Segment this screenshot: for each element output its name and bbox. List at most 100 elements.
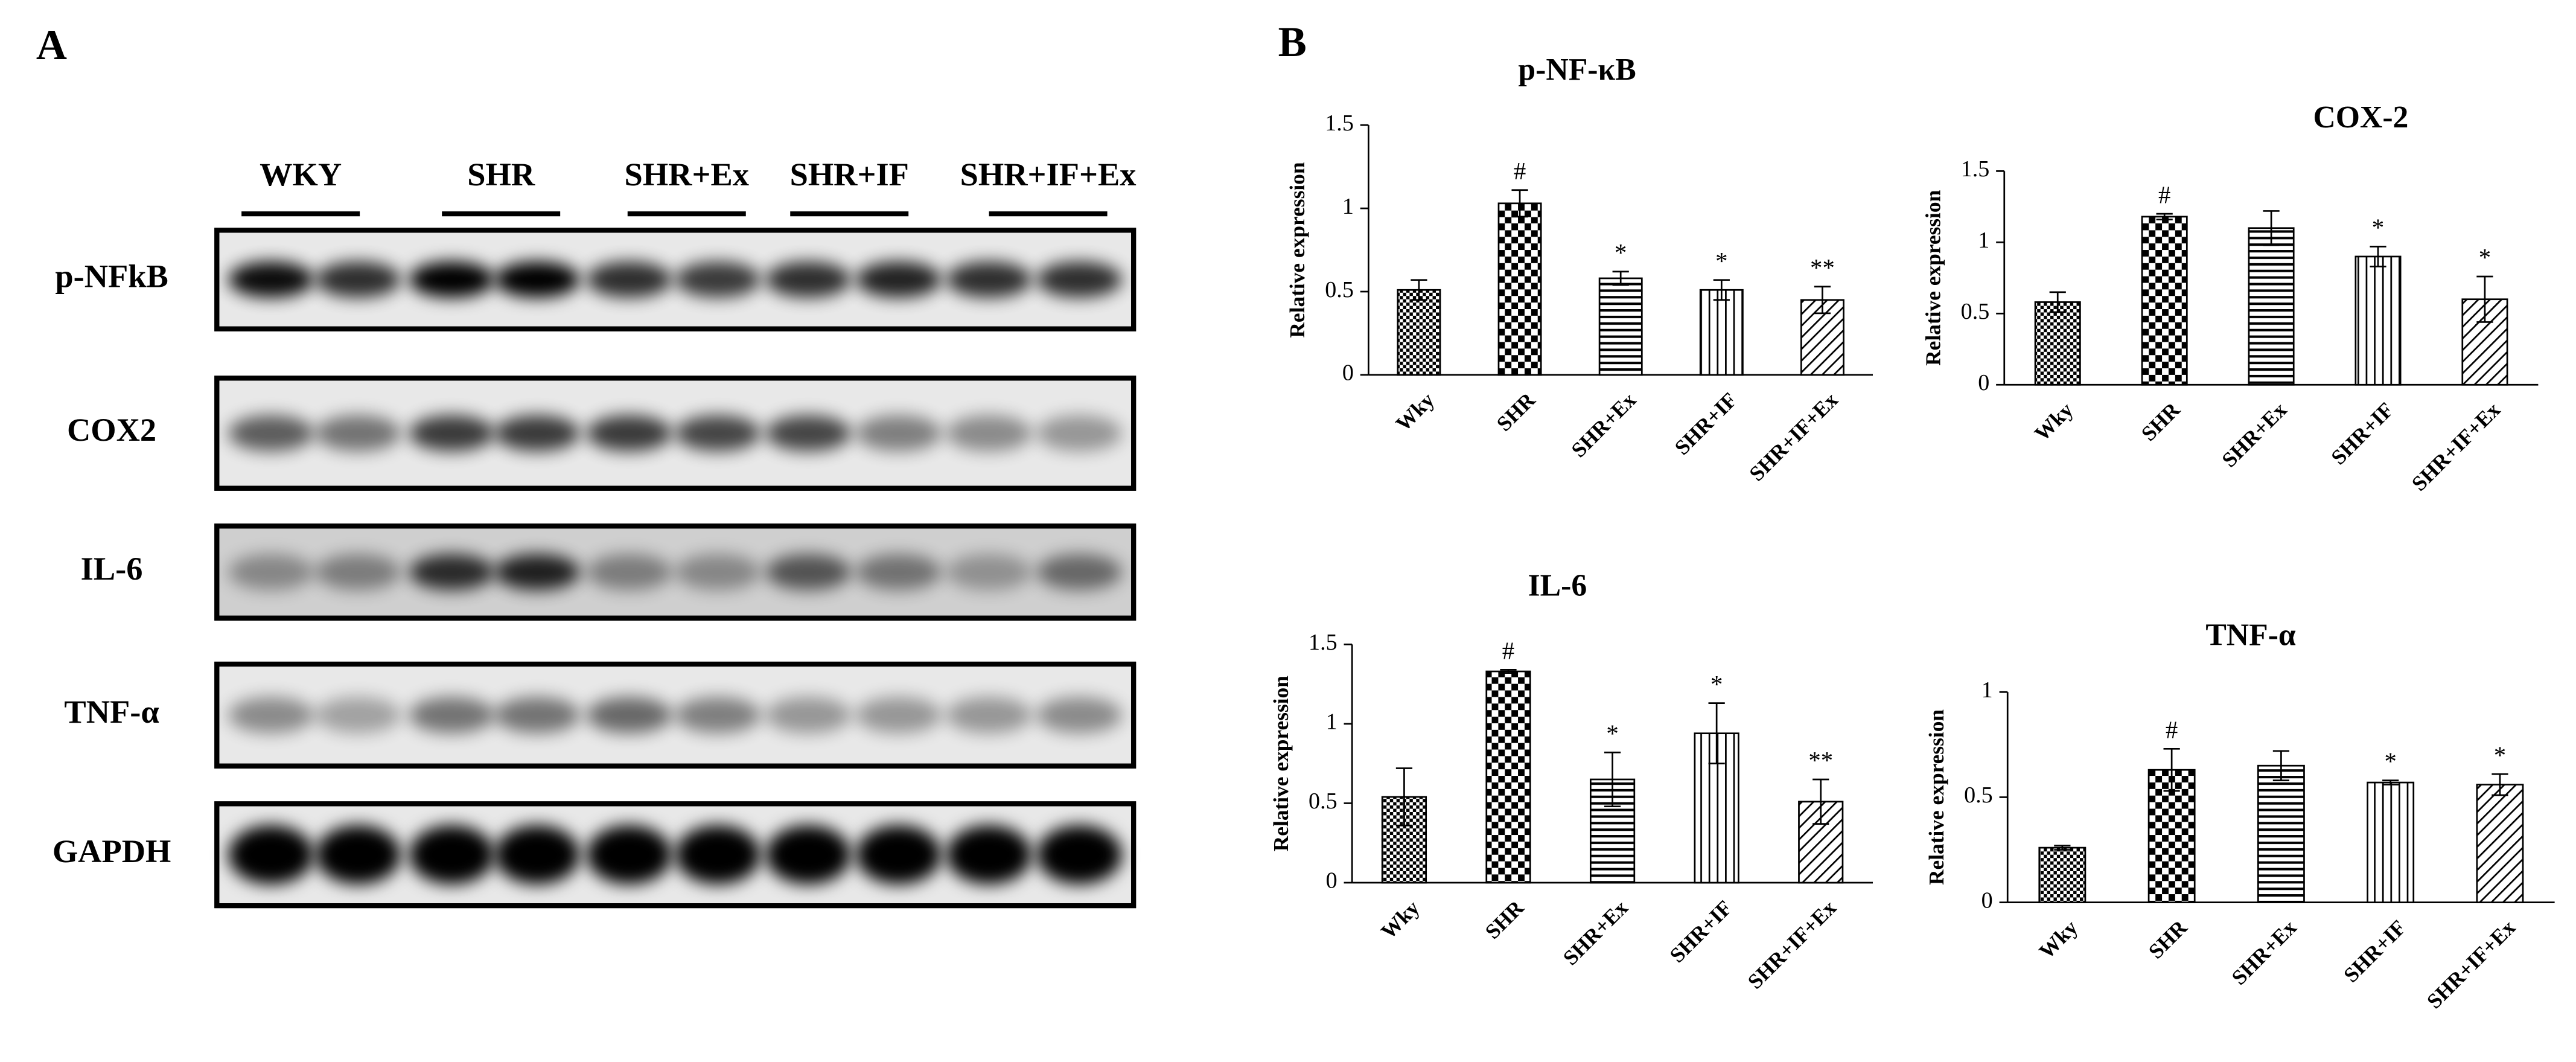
blot-band [409,261,495,298]
significance-mark: ** [1808,747,1833,774]
lane-group-label: SHR [467,156,535,193]
x-tick-label: Wky [1391,388,1439,436]
error-bar [2163,747,2180,792]
blot-band [856,697,942,734]
significance-mark: * [2479,244,2491,271]
error-bar [2049,291,2066,313]
blot-band [1036,261,1123,298]
blot-band [765,415,851,452]
y-tick-label: 1 [1326,709,1337,735]
y-tick-label: 1 [1342,194,1354,219]
bar [2141,216,2188,386]
y-tick-label: 0.5 [1325,277,1354,302]
blot-band [315,554,401,590]
bar [2038,846,2087,904]
blot-band [765,697,851,734]
blot-band [409,697,495,734]
blot-frame [214,228,1137,331]
blot-row-label: IL-6 [81,550,143,587]
blot-band [228,261,314,298]
error-bar [2370,246,2386,267]
significance-mark: * [2372,214,2384,242]
bar [2248,227,2295,386]
blot-band [856,261,942,298]
blot-band [856,825,942,884]
blot-band [675,697,761,734]
error-bar [1500,669,1517,674]
blot-band [675,554,761,590]
bar [2476,784,2524,904]
x-tick-label: SHR+Ex [2227,915,2301,990]
x-tick-label: SHR+Ex [2217,397,2291,472]
blot-row-label: TNF-α [64,693,159,730]
lane-group-label: SHR+IF [790,156,909,193]
blot-band [586,415,672,452]
error-bar [2054,845,2071,851]
chart-title: TNF-α [2205,618,2296,652]
panel-label: B [1278,19,1307,66]
error-bar [2476,275,2493,323]
blot-frame [214,801,1137,909]
blot-band [409,415,495,452]
significance-mark: # [2158,181,2170,208]
blot-band [586,825,672,884]
chart-title: IL-6 [1528,569,1587,603]
significance-mark: * [1710,671,1723,698]
y-axis-label: Relative expression [1269,676,1293,851]
blot-band [1036,415,1123,452]
x-tick-label: SHR+IF+Ex [2422,915,2520,1014]
y-tick-label: 0 [1978,370,1989,395]
significance-mark: # [2166,716,2178,743]
error-bar [2156,213,2173,220]
significance-mark: * [1615,239,1627,266]
blot-band [765,261,851,298]
x-tick-label: SHR+IF [2339,915,2411,987]
bar [1497,202,1542,376]
bar [1699,289,1744,376]
blot-band [946,825,1032,884]
significance-mark: * [1715,248,1727,275]
blot-row-label: p-NFkB [55,258,168,295]
significance-mark: # [1514,158,1526,185]
blot-band [228,415,314,452]
y-tick-label: 1.5 [1309,630,1337,655]
blot-band [586,697,672,734]
lane-group-label: SHR+IF+Ex [960,156,1137,193]
blot-band [675,261,761,298]
blot-band [228,697,314,734]
x-tick-label: SHR+IF [2326,397,2398,469]
significance-mark: * [1606,720,1618,747]
blot-band [1036,697,1123,734]
x-tick-label: SHR [1492,388,1540,436]
x-tick-label: Wky [2034,915,2082,964]
x-tick-label: Wky [1376,895,1424,944]
blot-band [409,554,495,590]
blot-band [946,697,1032,734]
y-axis-label: Relative expression [1924,709,1948,885]
error-bar [1511,189,1528,218]
x-tick-label: SHR+IF+Ex [1744,388,1843,486]
x-tick-label: Wky [2030,397,2078,446]
lane-group-label: SHR+Ex [625,156,749,193]
blot-band [1036,554,1123,590]
y-axis-label: Relative expression [1285,162,1309,337]
lane-group-label: WKY [260,156,342,193]
x-tick-label: SHR+IF [1665,895,1736,967]
error-bar [1395,767,1413,827]
blot-band [856,554,942,590]
bar [1598,277,1643,376]
x-tick-label: SHR+IF [1670,388,1742,459]
error-bar [2492,773,2508,796]
significance-mark: * [2384,748,2396,775]
bar [2147,769,2196,904]
blot-band [315,697,401,734]
y-tick-label: 1 [1978,228,1989,253]
error-bar [2382,779,2399,785]
blot-row-label: COX2 [67,411,156,448]
blot-band [586,554,672,590]
blot-band [765,554,851,590]
blot-band [494,261,580,298]
x-tick-label: SHR+Ex [1558,895,1633,970]
blot-band [494,554,580,590]
